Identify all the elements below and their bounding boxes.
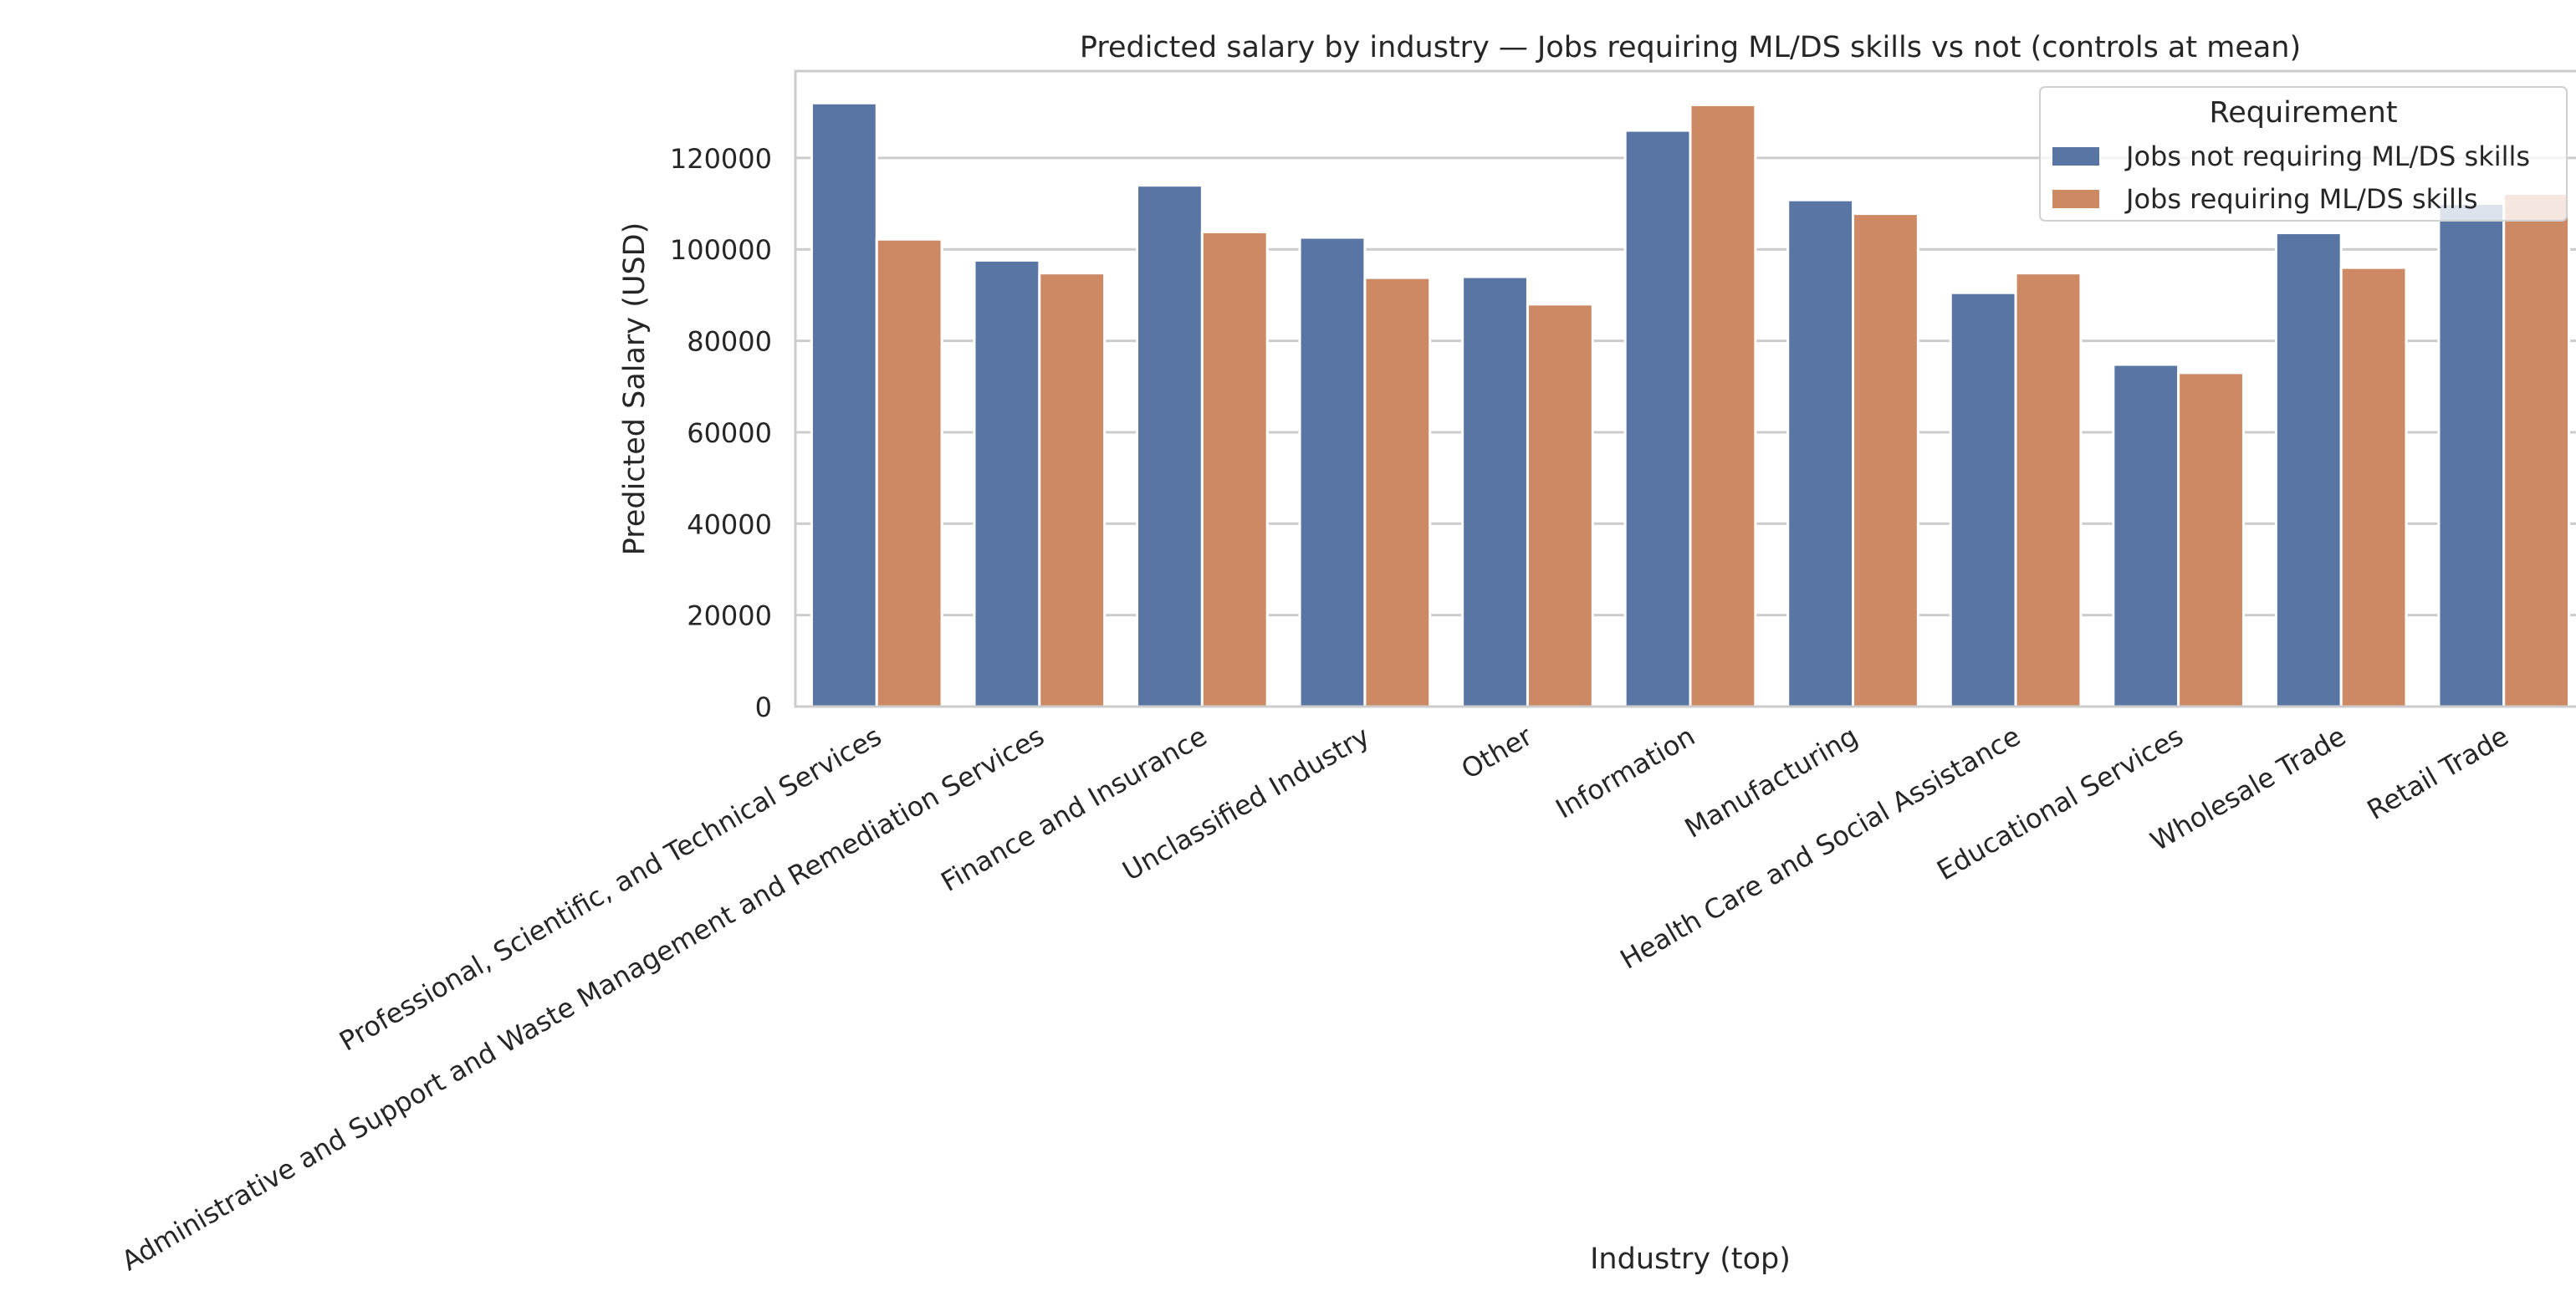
x-tick-label: Other	[1456, 720, 1538, 786]
bar	[2274, 232, 2343, 708]
legend-swatch-not-requiring	[2052, 147, 2099, 166]
x-axis-label: Industry (top)	[1590, 1243, 1791, 1276]
x-tick-label: Information	[1551, 720, 1700, 825]
plot-frame	[794, 69, 2576, 708]
legend-label-requiring: Jobs requiring ML/DS skills	[2124, 183, 2478, 215]
y-tick-label: 20000	[687, 600, 772, 632]
bar	[2502, 192, 2571, 708]
y-axis-label: Predicted Salary (USD)	[618, 222, 652, 556]
y-tick-label: 60000	[687, 417, 772, 449]
bar	[2437, 202, 2506, 708]
legend: Requirement Jobs not requiring ML/DS ski…	[2039, 86, 2568, 222]
legend-label-not-requiring: Jobs not requiring ML/DS skills	[2124, 140, 2530, 172]
bar	[2112, 363, 2180, 708]
y-tick-labels: 0 20000 40000 60000 80000 100000 120000	[670, 143, 772, 723]
y-tick-label: 120000	[670, 143, 772, 175]
bar	[1136, 184, 1204, 708]
bar	[1526, 303, 1594, 708]
bar	[1200, 230, 1269, 708]
bar	[1949, 291, 2017, 708]
bar	[2339, 266, 2408, 708]
y-tick-label: 0	[755, 691, 772, 723]
chart-title: Predicted salary by industry — Jobs requ…	[1080, 31, 2301, 64]
bar	[973, 258, 1041, 708]
bar	[1038, 272, 1107, 708]
y-tick-label: 40000	[687, 508, 772, 540]
legend-title: Requirement	[2209, 96, 2397, 130]
bar	[810, 101, 878, 708]
x-tick-label: Administrative and Support and Waste Man…	[116, 720, 1050, 1277]
bar	[1623, 129, 1692, 708]
x-tick-label: Finance and Insurance	[936, 720, 1213, 898]
bar	[875, 237, 943, 708]
bar	[1689, 103, 1757, 708]
bar	[2177, 371, 2245, 708]
legend-frame	[2039, 86, 2568, 222]
bar	[1786, 198, 1855, 708]
legend-swatch-requiring	[2052, 190, 2099, 208]
x-tick-label: Retail Trade	[2362, 720, 2514, 826]
y-tick-label: 100000	[670, 234, 772, 266]
bars	[810, 101, 2571, 708]
bar	[1363, 276, 1432, 708]
bar	[1298, 236, 1367, 708]
y-tick-label: 80000	[687, 326, 772, 358]
bar	[2014, 272, 2083, 708]
bar	[1461, 275, 1529, 708]
bar	[1852, 212, 1919, 708]
x-tick-labels: Professional, Scientific, and Technical …	[116, 720, 2514, 1278]
